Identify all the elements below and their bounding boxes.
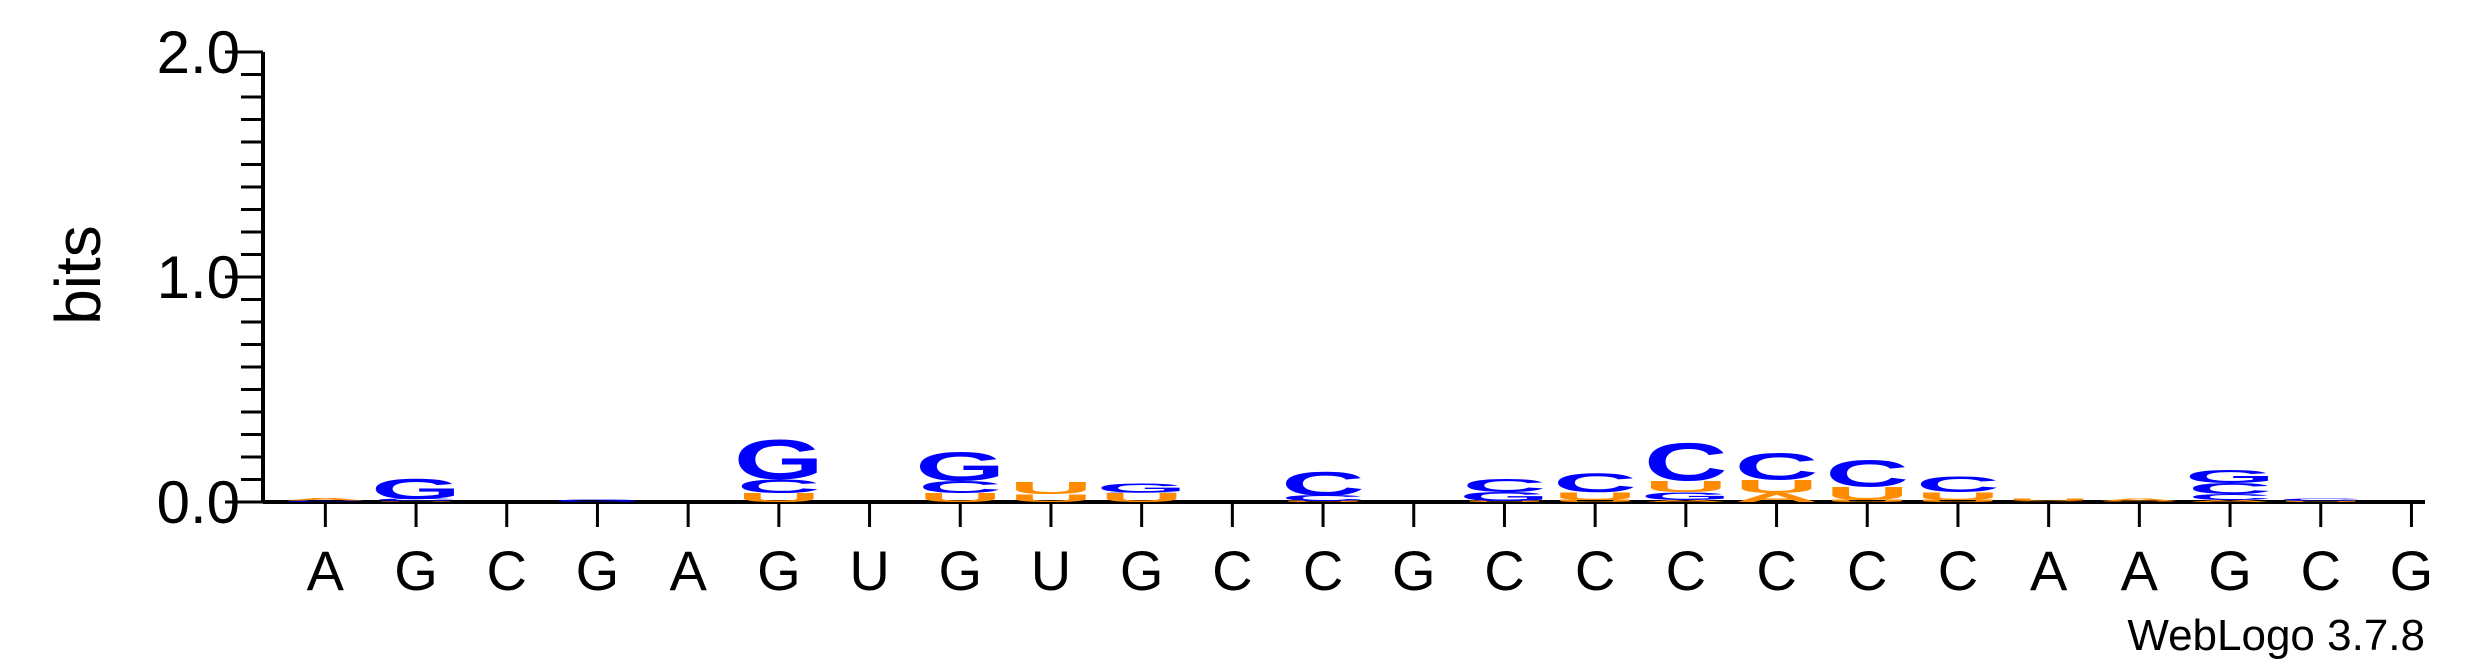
x-tick-label: C bbox=[1847, 539, 1887, 602]
x-tick-label: C bbox=[1575, 539, 1615, 602]
x-tick-label: C bbox=[1756, 539, 1796, 602]
logo-glyph-c: C bbox=[1916, 472, 2000, 497]
x-tick-label: G bbox=[938, 539, 982, 602]
logo-glyph-u: U bbox=[1281, 501, 1365, 503]
logo-glyph-u: U bbox=[1553, 490, 1637, 502]
logo-glyph-c: C bbox=[918, 477, 1002, 496]
x-tick-label: G bbox=[394, 539, 438, 602]
x-tick-label: G bbox=[1120, 539, 1164, 602]
logo-glyph-a: A bbox=[1644, 499, 1728, 502]
logo-glyph-u: U bbox=[1916, 499, 2000, 502]
logo-glyph-g: G bbox=[1459, 490, 1549, 504]
logo-glyph-c: C bbox=[1281, 465, 1365, 503]
logo-glyph-a: A bbox=[2188, 499, 2272, 502]
logo-glyph-g: G bbox=[1641, 490, 1731, 502]
logo-glyph-u: U bbox=[1009, 492, 1093, 504]
x-tick-label: A bbox=[307, 539, 345, 602]
logo-glyph-c: C bbox=[2279, 498, 2363, 501]
logo-glyph-u: U bbox=[1100, 491, 1184, 505]
logo-glyph-g: G bbox=[734, 428, 824, 491]
logo-glyph-c: C bbox=[1100, 492, 1184, 493]
x-tick-label: A bbox=[2121, 539, 2159, 602]
logo-glyph-a: A bbox=[284, 498, 368, 501]
x-tick-label: U bbox=[1031, 539, 1071, 602]
logo-glyph-c: C bbox=[1825, 453, 1909, 495]
logo-glyph-c: C bbox=[1553, 468, 1637, 498]
logo-glyph-u: U bbox=[2007, 498, 2091, 502]
logo-glyph-u: U bbox=[2279, 501, 2363, 503]
logo-glyph-u: U bbox=[1644, 478, 1728, 496]
y-tick-label: 1.0 bbox=[157, 244, 240, 311]
x-tick-label: A bbox=[2030, 539, 2068, 602]
x-tick-label: C bbox=[1938, 539, 1978, 602]
logo-glyph-g: G bbox=[2185, 466, 2275, 487]
logo-glyph-g: G bbox=[915, 444, 1005, 490]
y-axis-label: bits bbox=[42, 225, 114, 325]
logo-glyph-u: U bbox=[1553, 499, 1637, 502]
logo-glyph-u: U bbox=[1825, 483, 1909, 504]
logo-glyph-g: G bbox=[1097, 481, 1187, 495]
logo-glyph-g: G bbox=[552, 499, 642, 503]
logo-glyph-u: U bbox=[1463, 501, 1547, 503]
x-tick-label: G bbox=[757, 539, 801, 602]
x-tick-label: C bbox=[1212, 539, 1252, 602]
logo-glyph-c: C bbox=[737, 475, 821, 497]
x-tick-label: C bbox=[1666, 539, 1706, 602]
logo-glyph-u: U bbox=[1009, 478, 1093, 497]
logo-glyph-a: A bbox=[1735, 491, 1819, 505]
x-tick-label: C bbox=[2301, 539, 2341, 602]
logo-glyph-u: U bbox=[918, 491, 1002, 505]
x-tick-label: G bbox=[2390, 539, 2434, 602]
logo-glyph-c: C bbox=[1644, 433, 1728, 493]
logo-glyph-u: U bbox=[1735, 476, 1819, 497]
logo-glyph-c: C bbox=[2188, 493, 2272, 502]
x-tick-label: C bbox=[487, 539, 527, 602]
x-tick-label: A bbox=[669, 539, 707, 602]
footer-credit: WebLogo 3.7.8 bbox=[2127, 611, 2425, 660]
y-tick-label: 0.0 bbox=[157, 469, 240, 536]
x-tick-label: U bbox=[849, 539, 889, 602]
x-tick-label: C bbox=[1303, 539, 1343, 602]
x-tick-label: G bbox=[1392, 539, 1436, 602]
x-tick-label: C bbox=[1484, 539, 1524, 602]
x-tick-label: G bbox=[2208, 539, 2252, 602]
logo-glyph-c: C bbox=[1463, 475, 1547, 496]
logo-glyph-c: C bbox=[1281, 494, 1365, 503]
logo-glyph-a: A bbox=[2007, 501, 2091, 502]
logo-glyph-c: C bbox=[1735, 446, 1819, 488]
logo-glyph-u: U bbox=[374, 501, 458, 502]
logo-glyph-u: U bbox=[737, 491, 821, 505]
logo-glyph-c: C bbox=[374, 498, 458, 501]
logo-glyph-g: G bbox=[371, 473, 461, 505]
y-tick-label: 2.0 bbox=[157, 19, 240, 86]
logo-glyph-u: U bbox=[1825, 499, 1909, 502]
logo-glyph-u: U bbox=[1916, 490, 2000, 502]
logo-glyph-u: U bbox=[2098, 501, 2182, 502]
logo-glyph-a: A bbox=[2098, 498, 2182, 501]
x-tick-label: G bbox=[576, 539, 620, 602]
logo-glyph-c: C bbox=[284, 500, 368, 502]
logo-glyph-c: C bbox=[2188, 480, 2272, 498]
axes: 0.0 1.0 2.0 bbox=[157, 19, 2425, 536]
